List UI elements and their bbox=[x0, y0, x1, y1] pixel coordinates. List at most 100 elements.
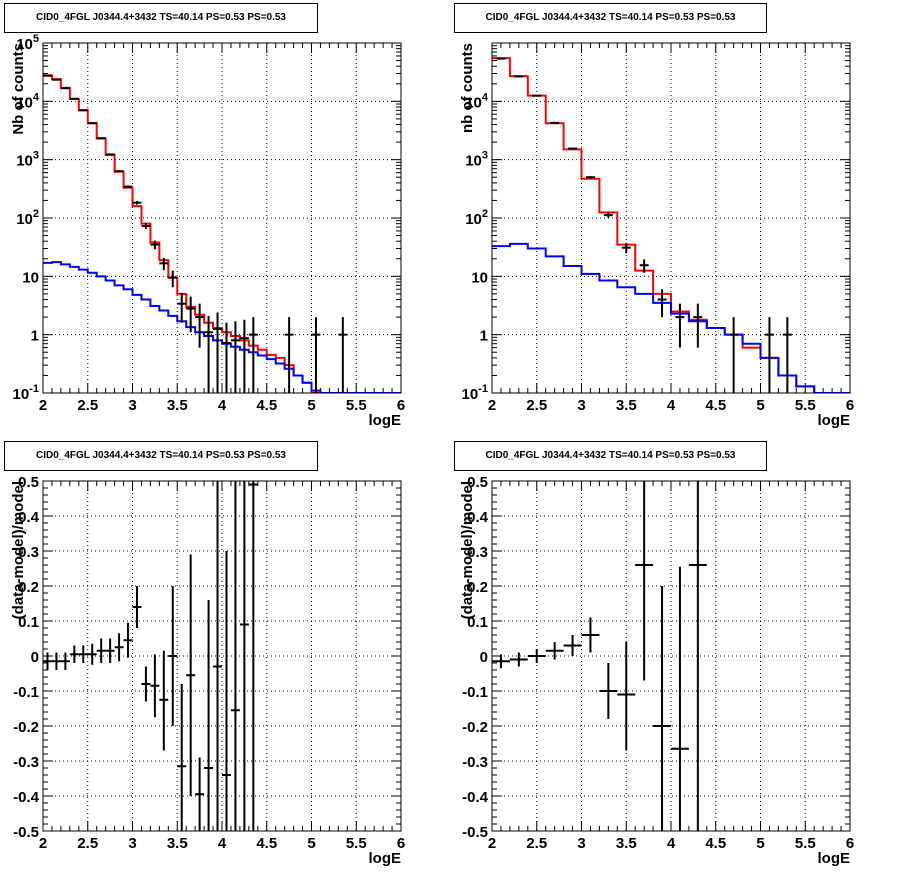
tick-label: 5 bbox=[307, 835, 315, 852]
data-point bbox=[653, 586, 671, 831]
tick-label: 6 bbox=[397, 835, 405, 852]
chart-title: CID0_4FGL J0344.4+3432 TS=40.14 PS=0.53 … bbox=[4, 441, 318, 471]
data-point bbox=[693, 303, 703, 348]
tick-label: 2.5 bbox=[526, 835, 547, 852]
tick-label: 5.5 bbox=[346, 397, 367, 414]
pad-bottom-right: 2 2.5 3 3.5 4 4.5 5 5.5 6 -0.5 -0.4 -0.3 -0.2 -0.1 0 0.… bbox=[449, 438, 898, 875]
tick-label: 2 bbox=[39, 397, 47, 414]
data-point bbox=[657, 289, 667, 318]
tick-label: 6 bbox=[846, 397, 854, 414]
tick-label: -0.4 bbox=[13, 789, 40, 806]
x-axis-label: logE bbox=[369, 412, 402, 429]
data-point bbox=[78, 109, 88, 112]
data-point bbox=[222, 322, 231, 393]
tick-label: -0.5 bbox=[462, 824, 488, 841]
chart-plot: 2 2.5 3 3.5 4 4.5 5 5.5 6 -0.5 -0.4 -0.3 -0.2 -0.1 0 0.… bbox=[459, 474, 854, 867]
data-point bbox=[635, 481, 654, 681]
data-point bbox=[105, 638, 115, 663]
tick-label: -0.1 bbox=[13, 684, 39, 701]
data-point bbox=[222, 551, 231, 831]
data-point bbox=[186, 296, 196, 333]
data-point bbox=[671, 566, 689, 831]
histogram-step bbox=[492, 57, 850, 393]
data-point bbox=[96, 638, 106, 663]
data-point bbox=[230, 481, 240, 831]
data-point bbox=[114, 170, 124, 173]
tick-label: 5 bbox=[756, 397, 764, 414]
tick-label: 5.5 bbox=[795, 397, 816, 414]
tick-label: 10-1 bbox=[462, 383, 488, 403]
tick-label: 0.3 bbox=[467, 544, 488, 561]
data-point bbox=[141, 666, 151, 702]
data-point bbox=[639, 259, 649, 273]
tick-label: 0.1 bbox=[18, 614, 39, 631]
tick-label: 3.5 bbox=[167, 835, 188, 852]
data-point bbox=[195, 757, 205, 831]
data-point bbox=[550, 121, 560, 124]
data-point bbox=[141, 223, 151, 229]
plot-area bbox=[492, 481, 707, 831]
pad-bottom-left: 2 2.5 3 3.5 4 4.5 5 5.5 6 -0.5 -0.4 -0.3 -0.2 -0.1 0 0.… bbox=[0, 438, 449, 875]
tick-label: 3 bbox=[128, 835, 136, 852]
data-point bbox=[96, 137, 106, 140]
plot-frame bbox=[491, 480, 851, 832]
data-point bbox=[563, 635, 582, 656]
tick-label: 5.5 bbox=[346, 835, 367, 852]
chart-title: CID0_4FGL J0344.4+3432 TS=40.14 PS=0.53 … bbox=[454, 441, 767, 471]
tick-label: 2 bbox=[39, 835, 47, 852]
data-point bbox=[239, 481, 249, 831]
tick-label: 10 bbox=[22, 269, 39, 286]
tick-label: 6 bbox=[397, 397, 405, 414]
data-point bbox=[168, 586, 178, 726]
chart-plot: 2 2.5 3 3.5 4 4.5 5 5.5 6 -0.5 -0.4 -0.3 -0.2 -0.1 0 0.… bbox=[10, 474, 405, 867]
pad-top-right: 2 2.5 3 3.5 4 4.5 5 5.5 6 10-1 1 10 102 103 104 logE nb … bbox=[449, 0, 898, 437]
tick-label: 102 bbox=[16, 208, 39, 228]
histogram-step bbox=[492, 242, 850, 393]
data-point bbox=[159, 650, 169, 751]
data-point bbox=[132, 586, 142, 628]
data-point bbox=[43, 652, 52, 670]
x-axis-label: logE bbox=[818, 850, 851, 867]
tick-label: 0.3 bbox=[18, 544, 39, 561]
plot-frame bbox=[42, 42, 402, 394]
data-point bbox=[87, 122, 97, 125]
data-point bbox=[177, 292, 187, 323]
tick-label: 0.2 bbox=[18, 579, 39, 596]
data-point bbox=[204, 315, 214, 393]
x-axis-label: logE bbox=[369, 850, 402, 867]
data-point bbox=[338, 317, 348, 393]
tick-label: 3 bbox=[577, 835, 585, 852]
data-point bbox=[123, 622, 133, 658]
tick-label: 1 bbox=[31, 328, 39, 345]
tick-label: 3 bbox=[128, 397, 136, 414]
tick-label: 4.5 bbox=[256, 397, 277, 414]
data-point bbox=[177, 684, 187, 831]
y-axis-label: (data-model)/model bbox=[459, 481, 476, 619]
y-axis-label: Nb of counts bbox=[10, 43, 27, 135]
tick-label: 4 bbox=[667, 397, 676, 414]
tick-label: 0.4 bbox=[467, 509, 489, 526]
data-point bbox=[617, 642, 636, 751]
tick-label: -0.3 bbox=[13, 754, 39, 771]
tick-label: 4 bbox=[218, 397, 227, 414]
data-point bbox=[114, 633, 124, 662]
tick-label: 103 bbox=[465, 150, 488, 170]
chart-title: CID0_4FGL J0344.4+3432 TS=40.14 PS=0.53 … bbox=[454, 3, 767, 33]
data-point bbox=[509, 652, 528, 667]
x-axis-label: logE bbox=[818, 412, 851, 429]
tick-label: 5.5 bbox=[795, 835, 816, 852]
pad-top-left: 2 2.5 3 3.5 4 4.5 5 5.5 6 10-1 1 10 102 103 104 105 logE… bbox=[0, 0, 449, 437]
tick-label: 5 bbox=[307, 397, 315, 414]
data-point bbox=[132, 200, 142, 205]
tick-label: 0.5 bbox=[18, 474, 39, 491]
tick-label: 104 bbox=[16, 91, 40, 111]
data-point bbox=[782, 317, 792, 393]
data-point bbox=[545, 642, 564, 660]
tick-label: 4.5 bbox=[705, 835, 726, 852]
plot-area bbox=[492, 57, 850, 393]
chart-title: CID0_4FGL J0344.4+3432 TS=40.14 PS=0.53 … bbox=[4, 3, 318, 33]
tick-label: 0.4 bbox=[18, 509, 40, 526]
data-point bbox=[150, 240, 160, 250]
data-point bbox=[87, 643, 97, 665]
tick-label: 3.5 bbox=[167, 397, 188, 414]
